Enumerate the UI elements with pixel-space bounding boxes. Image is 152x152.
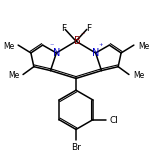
- Text: Me: Me: [133, 71, 144, 80]
- Text: Br: Br: [71, 143, 81, 152]
- Text: N: N: [92, 48, 99, 58]
- Text: N: N: [53, 48, 60, 58]
- Text: ⁻: ⁻: [81, 31, 85, 40]
- Text: Cl: Cl: [109, 116, 118, 125]
- Text: B: B: [74, 36, 80, 46]
- Text: ⁻: ⁻: [49, 42, 54, 51]
- Text: F: F: [61, 24, 66, 33]
- Text: Me: Me: [138, 42, 149, 51]
- Text: Me: Me: [3, 42, 14, 51]
- Text: F: F: [86, 24, 91, 33]
- Text: ⁺: ⁺: [98, 42, 103, 51]
- Text: Me: Me: [8, 71, 19, 80]
